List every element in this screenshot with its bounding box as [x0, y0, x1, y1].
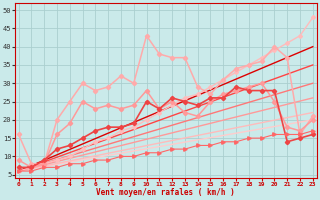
X-axis label: Vent moyen/en rafales ( km/h ): Vent moyen/en rafales ( km/h ) [96, 188, 235, 197]
